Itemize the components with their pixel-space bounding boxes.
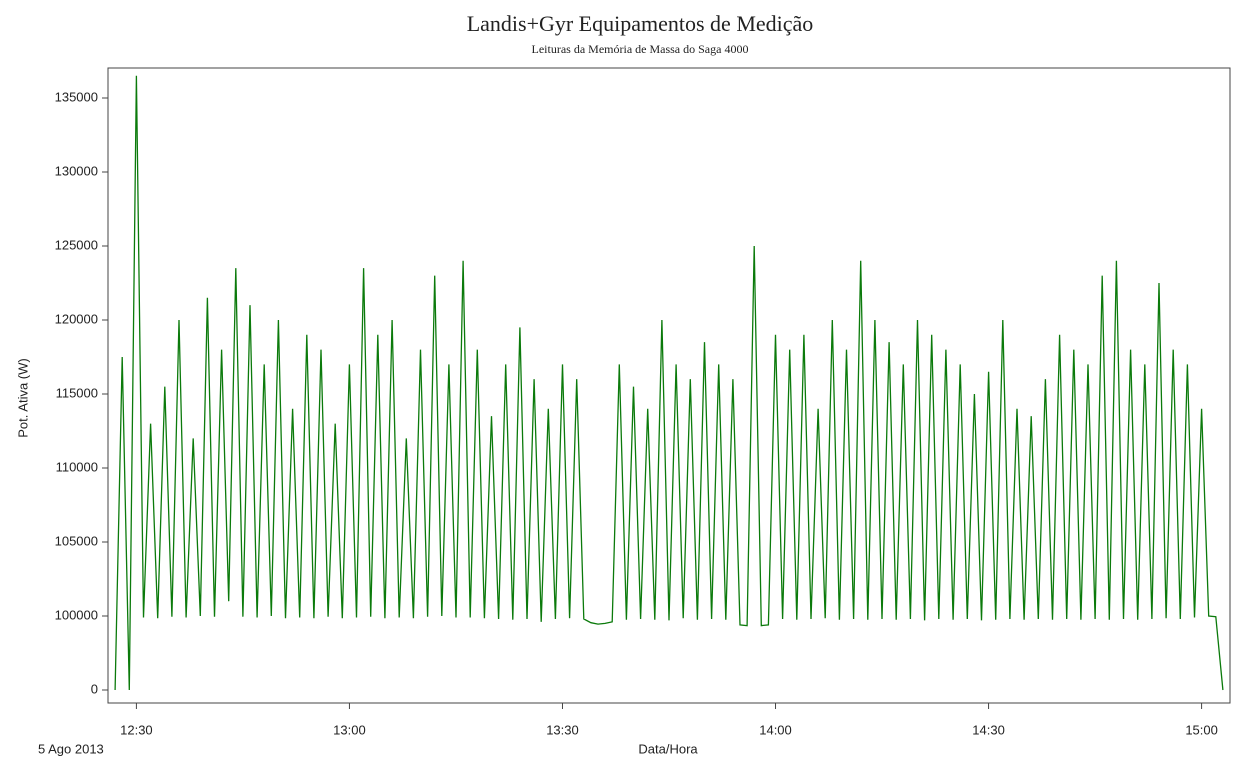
y-tick-label: 110000 xyxy=(56,459,98,474)
y-tick-label: 135000 xyxy=(55,89,98,104)
x-tick-label: 15:00 xyxy=(1185,722,1218,737)
x-tick-label: 12:30 xyxy=(120,722,153,737)
y-tick-label: 130000 xyxy=(55,163,98,178)
data-line xyxy=(114,75,1224,691)
chart-subtitle: Leituras da Memória de Massa do Saga 400… xyxy=(532,42,749,56)
y-tick-label: 125000 xyxy=(55,237,98,252)
x-tick-label: 14:00 xyxy=(759,722,792,737)
y-tick-label: 120000 xyxy=(55,311,98,326)
x-axis-label: Data/Hora xyxy=(638,741,698,756)
date-label: 5 Ago 2013 xyxy=(38,741,104,756)
x-tick-label: 13:00 xyxy=(333,722,366,737)
y-tick-label: 115000 xyxy=(56,385,98,400)
chart-title: Landis+Gyr Equipamentos de Medição xyxy=(467,11,814,36)
x-tick-label: 14:30 xyxy=(972,722,1005,737)
y-tick-label: 105000 xyxy=(55,533,98,548)
y-axis-label: Pot. Ativa (W) xyxy=(15,358,30,437)
y-tick-label: 0 xyxy=(91,681,98,696)
x-tick-label: 13:30 xyxy=(546,722,579,737)
y-tick-label: 100000 xyxy=(55,607,98,622)
